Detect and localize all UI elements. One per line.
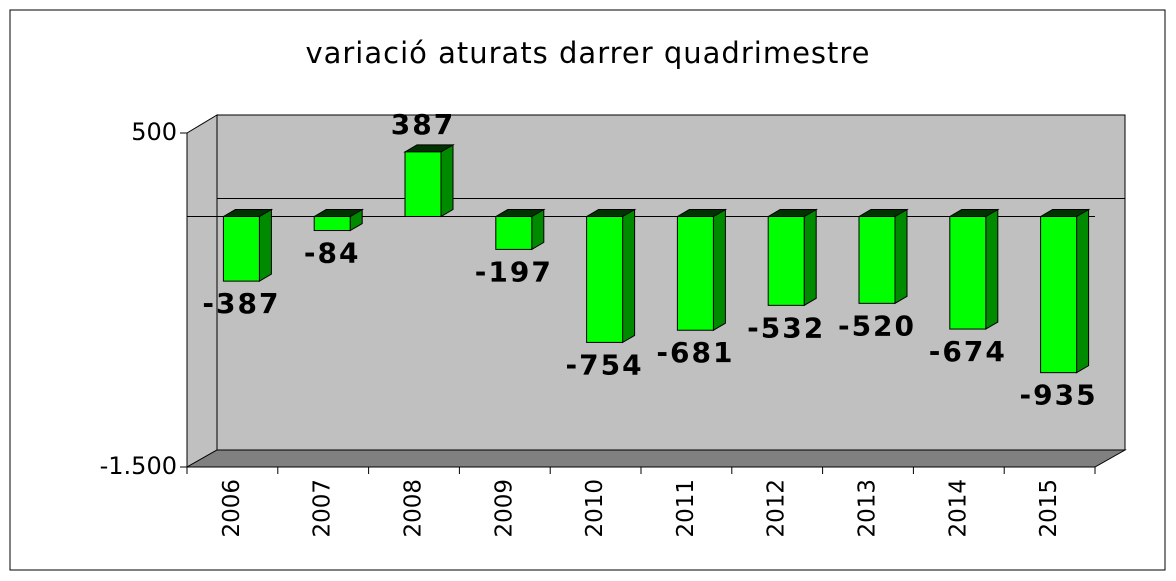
x-tick-label: 2013 (855, 479, 881, 538)
floor (185, 449, 1127, 468)
bar (495, 216, 533, 250)
chart-title: variació aturats darrer quadrimestre (305, 36, 870, 70)
x-tick-label: 2015 (1036, 479, 1062, 538)
x-tick-label: 2009 (491, 479, 517, 538)
y-tick-label: -1.500 (100, 452, 177, 480)
x-tick-label: 2014 (945, 479, 971, 538)
data-label: -197 (475, 255, 553, 288)
bar-side (440, 144, 454, 218)
data-label: -84 (304, 237, 361, 270)
bar (676, 216, 714, 331)
x-tick-label: 2011 (673, 479, 699, 538)
bar (586, 216, 624, 343)
x-tick-label: 2006 (219, 479, 245, 538)
data-label: -754 (566, 348, 644, 381)
data-label: -681 (656, 336, 734, 369)
bar-side (258, 208, 272, 282)
data-label: -674 (929, 335, 1007, 368)
bar (1040, 216, 1078, 374)
bar-side (894, 208, 908, 305)
bar-side (712, 208, 726, 332)
plot: -1.500 500 2006 -387 2007 -84 2008 387 2009 -197 2… (100, 108, 1125, 538)
bar-side (803, 208, 817, 307)
x-tick-label: 2007 (310, 479, 336, 538)
data-label: -387 (202, 287, 280, 320)
x-tick-label: 2008 (401, 479, 427, 538)
y-tick-label: 500 (131, 118, 177, 146)
bar-side (985, 208, 999, 330)
bar (313, 216, 351, 232)
bar-side (622, 208, 636, 344)
bar (404, 151, 442, 217)
data-label: -520 (838, 309, 916, 342)
bar (222, 216, 260, 282)
x-tick-label: 2012 (764, 479, 790, 538)
bar (858, 216, 896, 304)
bar-side (1076, 208, 1090, 374)
data-label: -935 (1020, 379, 1098, 412)
x-tick-label: 2010 (582, 479, 608, 538)
bar (767, 216, 805, 306)
bar (949, 216, 987, 330)
data-label: -532 (747, 311, 825, 344)
data-label: 387 (391, 108, 455, 141)
